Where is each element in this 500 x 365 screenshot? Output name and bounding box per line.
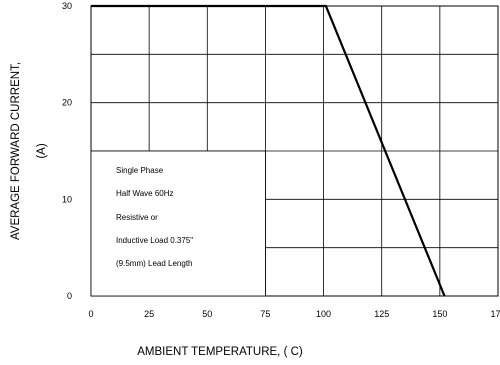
annotation-line: Half Wave 60Hz <box>116 189 174 198</box>
x-tick-label: 25 <box>144 309 154 319</box>
x-tick-label: 100 <box>316 309 331 319</box>
annotation-line: Inductive Load 0.375" <box>116 236 193 245</box>
x-tick-label: 175 <box>490 309 500 319</box>
annotation-line: Single Phase <box>116 166 164 175</box>
y-tick-label: 30 <box>62 1 72 11</box>
x-tick-label: 0 <box>88 309 93 319</box>
annotation-line: Resistive or <box>116 213 158 222</box>
annotation-box: Single Phase Half Wave 60Hz Resistive or In… <box>90 150 266 297</box>
y-tick-label: 0 <box>67 291 72 301</box>
derating-curve <box>91 4 446 297</box>
x-tick-label: 125 <box>374 309 389 319</box>
y-tick-label: 20 <box>62 98 72 108</box>
x-tick-label: 150 <box>432 309 447 319</box>
annotation-frame <box>90 150 266 297</box>
y-axis-title-line1: AVERAGE FORWARD CURRENT, <box>10 62 22 240</box>
x-tick-label: 50 <box>202 309 212 319</box>
y-tick-labels: 0 10 20 30 <box>62 1 72 301</box>
series-group <box>91 4 446 297</box>
x-tick-label: 75 <box>260 309 270 319</box>
y-tick-label: 10 <box>62 194 72 204</box>
x-axis-title: AMBIENT TEMPERATURE, ( C) <box>137 346 303 358</box>
annotation-line: (9.5mm) Lead Length <box>116 259 193 268</box>
x-tick-labels: 0 25 50 75 100 125 150 175 <box>88 309 500 319</box>
y-axis-title-line2: (A) <box>36 143 48 159</box>
